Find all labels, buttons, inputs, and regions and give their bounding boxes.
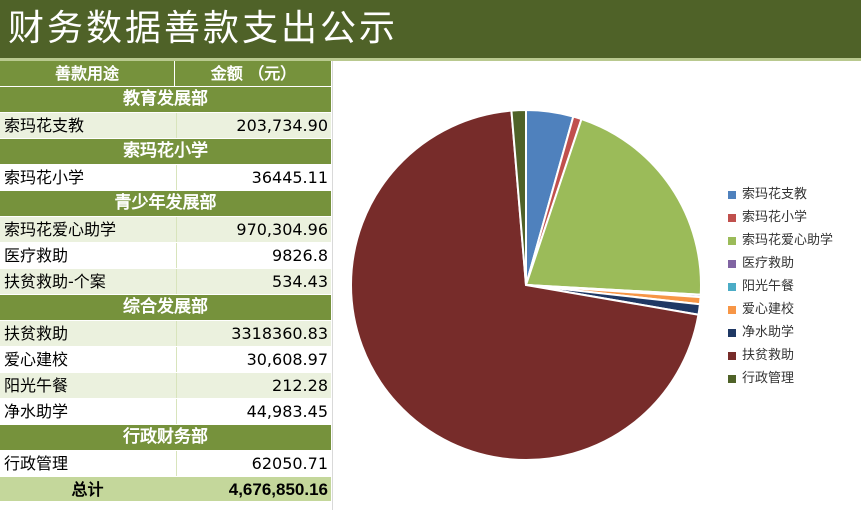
total-label: 总计 [71, 480, 104, 499]
item-name: 索玛花小学 [4, 168, 85, 187]
legend-label: 爱心建校 [742, 302, 795, 317]
item-name: 医疗救助 [4, 246, 69, 265]
table-row: 爱心建校 30,608.97 [0, 347, 331, 373]
dept-row: 索玛花小学 [0, 139, 331, 165]
item-name: 扶贫救助 [4, 324, 69, 343]
item-name: 扶贫救助-个案 [4, 272, 106, 291]
item-amount: 30,608.97 [176, 347, 328, 372]
legend-label: 阳光午餐 [742, 279, 795, 294]
header-purpose: 善款用途 [0, 61, 175, 86]
legend-item: 医疗救助 [728, 252, 833, 275]
legend-swatch [728, 328, 736, 337]
item-name: 阳光午餐 [4, 376, 69, 395]
table-row: 索玛花小学 36445.11 [0, 165, 331, 191]
table-row: 阳光午餐 212.28 [0, 373, 331, 399]
legend-label: 净水助学 [742, 325, 795, 340]
legend-item: 爱心建校 [728, 298, 833, 321]
legend-swatch [728, 305, 736, 314]
legend-swatch [728, 213, 736, 222]
legend-label: 行政管理 [742, 371, 795, 386]
legend-swatch [728, 282, 736, 291]
legend-label: 索玛花爱心助学 [742, 233, 834, 248]
table-row: 索玛花支教 203,734.90 [0, 113, 331, 139]
legend-item: 索玛花支教 [728, 183, 833, 206]
item-name: 索玛花爱心助学 [4, 220, 117, 239]
legend-item: 扶贫救助 [728, 344, 833, 367]
chart-legend: 索玛花支教索玛花小学索玛花爱心助学 医疗救助阳光午餐爱心建校净水助学扶贫救助行政管… [728, 183, 833, 390]
table-row: 索玛花爱心助学 970,304.96 [0, 217, 331, 243]
legend-item: 索玛花小学 [728, 206, 833, 229]
legend-label: 索玛花支教 [742, 187, 808, 202]
item-amount: 36445.11 [176, 165, 328, 190]
page-title: 财务数据善款支出公示 [8, 8, 399, 49]
dept-row: 青少年发展部 [0, 191, 331, 217]
pie-slice [510, 108, 527, 286]
donation-table: 善款用途 金额 （元） 教育发展部 索玛花支教 203,734.90 索玛花小学… [0, 61, 331, 502]
title-bar: 财务数据善款支出公示 [0, 0, 861, 58]
item-amount: 534.43 [176, 269, 328, 294]
table-header: 善款用途 金额 （元） [0, 61, 331, 87]
item-name: 行政管理 [4, 454, 69, 473]
dept-row: 综合发展部 [0, 295, 331, 321]
table-row: 医疗救助 9826.8 [0, 243, 331, 269]
total-row: 总计 4,676,850.16 [0, 477, 331, 502]
table-row: 扶贫救助 3318360.83 [0, 321, 331, 347]
legend-label: 索玛花小学 [742, 210, 808, 225]
table-row: 扶贫救助-个案 534.43 [0, 269, 331, 295]
table-row: 行政管理 62050.71 [0, 451, 331, 477]
item-name: 净水助学 [4, 402, 69, 421]
table-row: 净水助学 44,983.45 [0, 399, 331, 425]
legend-swatch [728, 351, 736, 360]
legend-item: 净水助学 [728, 321, 833, 344]
item-amount: 9826.8 [176, 243, 328, 268]
pie-slice [350, 109, 700, 461]
legend-swatch [728, 236, 736, 245]
legend-label: 扶贫救助 [742, 348, 795, 363]
item-name: 索玛花支教 [4, 116, 85, 135]
dept-row: 教育发展部 [0, 87, 331, 113]
item-amount: 212.28 [176, 373, 328, 398]
total-amount: 4,676,850.16 [228, 480, 328, 499]
legend-item: 索玛花爱心助学 [728, 229, 833, 252]
legend-swatch [728, 259, 736, 268]
item-amount: 62050.71 [176, 451, 328, 476]
legend-swatch [728, 374, 736, 383]
legend-swatch [728, 190, 736, 199]
item-amount: 3318360.83 [176, 321, 328, 346]
legend-label: 医疗救助 [742, 256, 795, 271]
pie-chart-area: 索玛花支教索玛花小学索玛花爱心助学 医疗救助阳光午餐爱心建校净水助学扶贫救助行政管… [332, 61, 861, 510]
title-underline [0, 58, 861, 61]
item-amount: 970,304.96 [176, 217, 328, 242]
pie-chart [350, 108, 702, 461]
pie-slice [524, 117, 702, 296]
header-amount: 金额 （元） [210, 64, 297, 83]
legend-item: 阳光午餐 [728, 275, 833, 298]
item-name: 爱心建校 [4, 350, 69, 369]
legend-item: 行政管理 [728, 367, 833, 390]
item-amount: 203,734.90 [176, 113, 328, 138]
item-amount: 44,983.45 [176, 399, 328, 424]
dept-row: 行政财务部 [0, 425, 331, 451]
